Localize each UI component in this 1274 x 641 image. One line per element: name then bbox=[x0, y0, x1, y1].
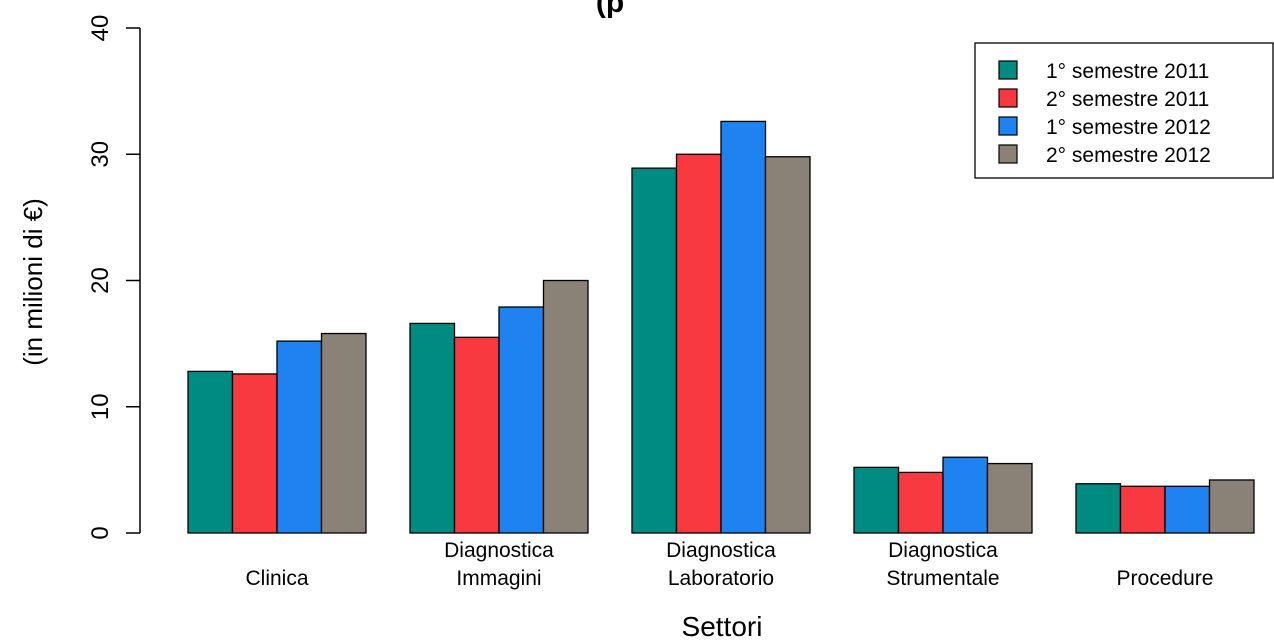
legend-swatch bbox=[998, 116, 1018, 136]
legend: 1° semestre 2011 2° semestre 2011 1° semes… bbox=[974, 42, 1274, 179]
x-tick-label: Diagnostica bbox=[888, 539, 998, 562]
legend-box bbox=[974, 42, 1274, 179]
x-tick-label: Diagnostica bbox=[666, 539, 776, 562]
legend-swatch bbox=[998, 88, 1018, 108]
legend-label: 1° semestre 2012 bbox=[1046, 116, 1211, 139]
x-tick-label: Strumentale bbox=[886, 567, 999, 590]
legend-swatch bbox=[998, 144, 1018, 164]
x-tick-label: Laboratorio bbox=[668, 567, 774, 590]
y-tick-label: 10 bbox=[87, 393, 114, 420]
bar bbox=[631, 167, 678, 534]
chart-title: (p bbox=[596, 0, 624, 19]
x-tick-label: Immagini bbox=[456, 567, 541, 590]
bar bbox=[453, 336, 500, 534]
y-axis-title: (in milioni di €) bbox=[18, 198, 48, 366]
legend-label: 2° semestre 2012 bbox=[1046, 144, 1211, 167]
bar bbox=[542, 279, 589, 534]
bar bbox=[187, 370, 234, 534]
bar bbox=[897, 471, 944, 534]
bar bbox=[320, 332, 367, 534]
y-tick-label: 40 bbox=[87, 15, 114, 42]
bar bbox=[276, 340, 323, 534]
bar bbox=[1208, 479, 1255, 534]
y-axis: 0 10 20 30 40 bbox=[87, 15, 141, 540]
bar bbox=[853, 466, 900, 534]
x-tick-label: Procedure bbox=[1117, 567, 1214, 590]
bar bbox=[1075, 483, 1122, 534]
y-tick-label: 30 bbox=[87, 141, 114, 168]
x-tick-label: Clinica bbox=[245, 567, 308, 590]
legend-label: 2° semestre 2011 bbox=[1046, 88, 1209, 111]
y-tick-label: 0 bbox=[87, 526, 114, 539]
bar bbox=[764, 156, 811, 534]
x-tick-label: Diagnostica bbox=[444, 539, 554, 562]
bar bbox=[231, 373, 278, 534]
x-axis-title: Settori bbox=[682, 611, 763, 641]
bar bbox=[942, 456, 989, 534]
bar bbox=[720, 120, 767, 534]
bar bbox=[1119, 485, 1166, 534]
legend-label: 1° semestre 2011 bbox=[1046, 60, 1209, 83]
bar bbox=[1164, 485, 1211, 534]
bar bbox=[675, 153, 722, 534]
x-axis-labels: Clinica Diagnostica Immagini Diagnostica Lab… bbox=[245, 539, 1213, 590]
y-tick-label: 20 bbox=[87, 267, 114, 294]
legend-swatch bbox=[998, 60, 1018, 80]
bar bbox=[409, 322, 456, 534]
bars-group bbox=[187, 120, 1255, 534]
bar bbox=[986, 462, 1033, 534]
bar bbox=[498, 306, 545, 534]
